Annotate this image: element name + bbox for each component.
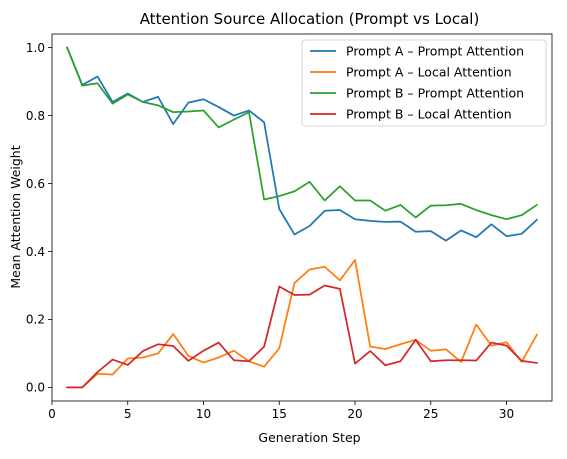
y-tick-label: 0.0 xyxy=(26,381,45,395)
y-axis-label: Mean Attention Weight xyxy=(8,145,23,288)
series-line-4 xyxy=(66,284,538,389)
legend-label: Prompt A – Local Attention xyxy=(346,65,512,80)
x-tick-label: 30 xyxy=(499,407,514,421)
y-tick-label: 0.6 xyxy=(26,177,45,191)
x-tick-label: 10 xyxy=(196,407,211,421)
legend: Prompt A – Prompt Attention Prompt A – Lo… xyxy=(301,39,547,127)
x-tick-label: 0 xyxy=(48,407,56,421)
x-axis-label: Generation Step xyxy=(258,430,360,445)
y-tick-label: 0.2 xyxy=(26,313,45,327)
axes-frame xyxy=(51,33,553,402)
series-line-3 xyxy=(66,46,539,221)
x-tick-label: 25 xyxy=(423,407,438,421)
x-tick-label: 15 xyxy=(272,407,287,421)
legend-box xyxy=(301,39,547,127)
y-tick-label: 1.0 xyxy=(26,41,45,55)
series-line-1 xyxy=(66,46,539,242)
chart-title: Attention Source Allocation (Prompt vs L… xyxy=(140,10,480,28)
y-tick-label: 0.4 xyxy=(26,245,45,259)
x-tick-label: 5 xyxy=(124,407,132,421)
series-line-2 xyxy=(66,259,539,389)
axes: 0 5 10 15 20 25 30 0.0 0.2 0.4 0.6 0.8 1.0 xyxy=(26,33,553,421)
x-tick-label: 20 xyxy=(347,407,362,421)
legend-label: Prompt B – Prompt Attention xyxy=(346,86,524,101)
legend-label: Prompt B – Local Attention xyxy=(346,107,512,122)
y-tick-label: 0.8 xyxy=(26,109,45,123)
legend-label: Prompt A – Prompt Attention xyxy=(346,44,524,59)
plot-area xyxy=(66,46,539,389)
